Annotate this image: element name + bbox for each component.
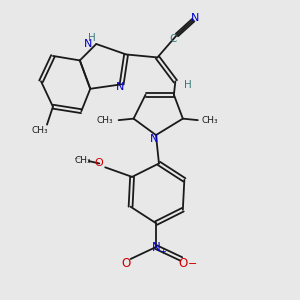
Text: H: H xyxy=(184,80,192,90)
Text: O: O xyxy=(95,158,103,168)
Text: N: N xyxy=(150,134,159,144)
Text: CH₃: CH₃ xyxy=(201,116,218,125)
Text: CH₃: CH₃ xyxy=(31,126,48,135)
Text: C: C xyxy=(169,34,177,44)
Text: O: O xyxy=(122,257,131,270)
Text: N: N xyxy=(190,13,199,23)
Text: −: − xyxy=(188,259,197,269)
Text: O: O xyxy=(179,257,188,270)
Text: H: H xyxy=(88,33,96,43)
Text: CH₃: CH₃ xyxy=(97,116,114,125)
Text: methoxy: methoxy xyxy=(75,158,82,159)
Text: +: + xyxy=(159,247,166,256)
Text: CH₃: CH₃ xyxy=(74,156,91,165)
Text: N: N xyxy=(83,39,92,49)
Text: N: N xyxy=(116,82,124,92)
Text: N: N xyxy=(152,241,160,254)
